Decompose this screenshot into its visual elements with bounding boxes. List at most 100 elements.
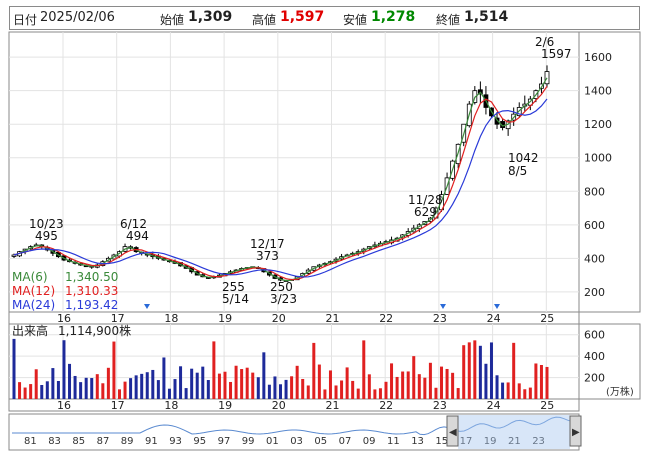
candle-body (472, 90, 478, 103)
price-axis-panel (578, 31, 641, 313)
volume-bar (456, 388, 460, 399)
x-tick-label: 19 (218, 312, 232, 325)
annotation-date: 3/23 (270, 292, 297, 306)
volume-bar (423, 377, 427, 399)
event-marker-3[interactable] (494, 304, 500, 309)
navigator-left-handle[interactable] (446, 415, 459, 447)
volume-bar (101, 383, 105, 399)
volume-bar (467, 342, 471, 399)
price-tick-label: 600 (584, 219, 605, 232)
volume-bar (29, 384, 33, 399)
volume-bar (484, 363, 488, 399)
annotation-value: 1597 (541, 47, 572, 61)
volume-bar (234, 365, 238, 399)
annotation-date: 2/6 (535, 35, 554, 49)
volume-bar (23, 387, 27, 399)
x-tick-label: 25 (540, 312, 554, 325)
volume-bar (34, 369, 38, 399)
volume-bar (384, 381, 388, 399)
candle-body (11, 254, 17, 257)
volume-bar (95, 374, 99, 399)
volume-bar (367, 374, 371, 399)
volume-bar (84, 377, 88, 399)
volume-bar (140, 373, 144, 399)
volume-bar (62, 340, 66, 399)
volume-bar (323, 389, 327, 399)
volume-bar (517, 383, 521, 399)
annotation-value: 373 (256, 249, 279, 263)
annotation-date: 5/14 (222, 292, 249, 306)
volume-bar (506, 382, 510, 399)
volume-bar (284, 379, 288, 399)
volume-bar (267, 384, 271, 399)
ma12-value: 1,310.33 (65, 284, 118, 298)
price-tick-label: 400 (584, 252, 605, 265)
volume-bar (223, 371, 227, 399)
volume-bar (351, 380, 355, 399)
volume-bar (73, 375, 77, 399)
event-marker-1[interactable] (144, 304, 150, 309)
annotation-date: 8/5 (508, 164, 527, 178)
open-label: 始値 (160, 13, 185, 27)
volume-bar (68, 363, 72, 399)
volume-bar (45, 381, 49, 399)
navigator-tick-label: 07 (339, 436, 352, 447)
navigator-tick-label: 89 (121, 436, 134, 447)
date-label: 日付 (13, 13, 38, 27)
volume-bar (201, 366, 205, 399)
navigator-tick-label: 11 (387, 436, 400, 447)
volume-axis-panel (578, 323, 641, 400)
navigator-tick-label: 09 (363, 436, 376, 447)
close-value: 1,514 (464, 9, 509, 25)
volume-bar (489, 342, 493, 399)
navigator-tick-label: 83 (48, 436, 61, 447)
volume-bar (306, 385, 310, 399)
volume-bar (256, 377, 260, 399)
navigator-panel[interactable] (8, 413, 580, 451)
volume-bar (534, 363, 538, 399)
annotation-value: 629 (414, 205, 437, 219)
navigator-tick-label: 93 (169, 436, 182, 447)
volume-x-tick-label: 25 (540, 399, 554, 412)
volume-bar (245, 367, 249, 399)
volume-bar (528, 387, 532, 399)
volume-bar (295, 365, 299, 399)
close-label: 終値 (436, 13, 461, 27)
volume-bar (217, 373, 221, 399)
x-tick-label: 22 (379, 312, 393, 325)
annotation-value: 495 (35, 229, 58, 243)
navigator-history-line (12, 416, 573, 436)
navigator-right-handle[interactable] (569, 415, 582, 447)
navigator-tick-label: 15 (435, 436, 448, 447)
candle-body (544, 71, 550, 85)
navigator-tick-label: 13 (411, 436, 424, 447)
navigator-tick-label: 81 (24, 436, 37, 447)
volume-x-tick-label: 21 (326, 399, 340, 412)
volume-bar (117, 389, 121, 399)
volume-bar (545, 366, 549, 399)
navigator-tick-label: 01 (266, 436, 279, 447)
volume-bar (356, 388, 360, 399)
annotation-date: 12/17 (250, 237, 285, 251)
price-tick-label: 1200 (584, 118, 612, 131)
x-tick-label: 23 (433, 312, 447, 325)
volume-bar (90, 378, 94, 399)
volume-bar (273, 376, 277, 399)
volume-bar (229, 381, 233, 399)
volume-bar (401, 371, 405, 399)
navigator-tick-label: 85 (72, 436, 85, 447)
volume-bar (478, 345, 482, 399)
x-axis-strip-volume (8, 398, 580, 412)
navigator-tick-label: 97 (218, 436, 231, 447)
event-marker-2[interactable] (440, 304, 446, 309)
volume-bar (129, 378, 133, 399)
volume-bar (445, 368, 449, 399)
volume-bar (451, 372, 455, 399)
date-value: 2025/02/06 (40, 10, 115, 25)
navigator-selection (458, 415, 570, 449)
volume-bar (473, 340, 477, 399)
navigator-tick-label: 87 (97, 436, 110, 447)
volume-bar (412, 356, 416, 399)
volume-x-tick-label: 20 (272, 399, 286, 412)
